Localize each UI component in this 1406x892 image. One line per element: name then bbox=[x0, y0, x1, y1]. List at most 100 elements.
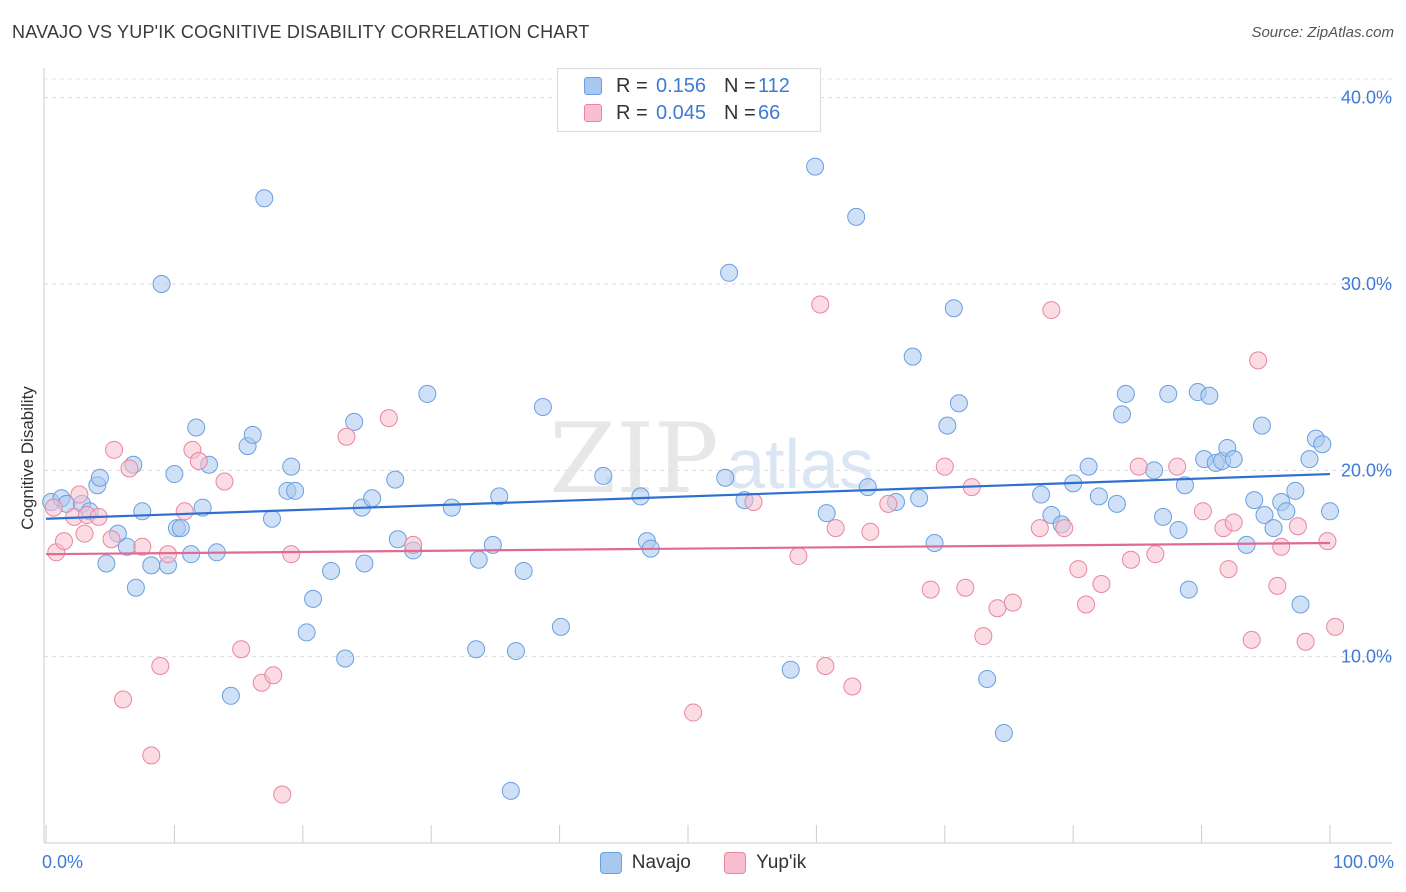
legend-label: Navajo bbox=[631, 852, 691, 873]
yupik-point bbox=[189, 452, 208, 470]
navajo-point bbox=[1175, 476, 1194, 495]
yupik-point bbox=[1224, 513, 1243, 532]
navajo-point bbox=[152, 274, 171, 293]
stats-row-yupik: R = 0.045 N = 66 bbox=[584, 100, 780, 126]
source-label: Source: ZipAtlas.com bbox=[1251, 24, 1394, 41]
yupik-point bbox=[988, 599, 1007, 618]
navajo-point bbox=[944, 299, 963, 318]
yupik-point bbox=[1249, 351, 1268, 370]
yupik-point bbox=[789, 547, 808, 566]
yupik-point bbox=[105, 440, 124, 459]
yupik-point bbox=[1042, 301, 1061, 320]
yupik-point bbox=[1272, 537, 1291, 556]
navajo-point bbox=[938, 416, 957, 435]
navajo-point bbox=[1154, 507, 1173, 526]
y-tick-label: 10.0% bbox=[1341, 647, 1392, 667]
navajo-point bbox=[858, 478, 877, 497]
navajo-point bbox=[594, 466, 613, 485]
navajo-point bbox=[1145, 461, 1164, 480]
navajo-point bbox=[255, 189, 274, 208]
navajo-point bbox=[501, 781, 520, 800]
navajo-point bbox=[1089, 487, 1108, 506]
yupik-point bbox=[935, 457, 954, 476]
axes bbox=[43, 68, 1392, 844]
navajo-point bbox=[1116, 384, 1135, 403]
yupik-point bbox=[1318, 532, 1337, 551]
legend-item-navajo[interactable]: Navajo bbox=[599, 852, 691, 874]
navajo-point bbox=[355, 554, 374, 573]
navajo-point bbox=[781, 660, 800, 679]
yupik-point bbox=[114, 690, 133, 709]
yupik-point bbox=[1003, 593, 1022, 612]
chart-title: NAVAJO VS YUP'IK COGNITIVE DISABILITY CO… bbox=[12, 22, 590, 42]
y-tick-label: 20.0% bbox=[1341, 460, 1392, 480]
navajo-point bbox=[165, 465, 184, 484]
navajo-point bbox=[994, 724, 1013, 743]
navajo-point bbox=[483, 535, 502, 554]
navajo-point bbox=[126, 578, 145, 597]
yupik-point bbox=[102, 530, 121, 549]
yupik-swatch bbox=[584, 104, 602, 122]
navajo-point bbox=[193, 498, 212, 517]
yupik-point bbox=[282, 545, 301, 564]
x-tick-label-min: 0.0% bbox=[42, 852, 84, 872]
navajo-point bbox=[418, 384, 437, 403]
yupik-point bbox=[1129, 457, 1148, 476]
navajo-point bbox=[1252, 416, 1271, 435]
yupik-point bbox=[1055, 519, 1074, 538]
yupik-point bbox=[684, 703, 703, 722]
navajo-point bbox=[142, 556, 161, 575]
navajo-point bbox=[345, 412, 364, 431]
yupik-point bbox=[744, 492, 763, 511]
navajo-point bbox=[322, 561, 341, 580]
yupik-point bbox=[921, 580, 940, 599]
r-value: 0.045 bbox=[656, 101, 707, 124]
navajo-point bbox=[97, 554, 116, 573]
yupik-point bbox=[1296, 632, 1315, 651]
navajo-point bbox=[1245, 491, 1264, 510]
yupik-point bbox=[956, 578, 975, 597]
y-axis-label: Cognitive Disability bbox=[18, 386, 37, 530]
navajo-point bbox=[1291, 595, 1310, 614]
legend-item-yupik[interactable]: Yup'ik bbox=[724, 852, 806, 874]
yupik-point bbox=[1219, 560, 1238, 579]
yupik-point bbox=[1077, 595, 1096, 614]
y-tick-labels: 10.0% 20.0% 30.0% 40.0% bbox=[1341, 88, 1392, 667]
x-tick-label-max: 100.0% bbox=[1332, 852, 1394, 872]
navajo-point bbox=[817, 504, 836, 523]
navajo-point bbox=[533, 397, 552, 416]
navajo-point bbox=[1264, 519, 1283, 538]
navajo-point bbox=[903, 347, 922, 366]
navajo-point bbox=[631, 487, 650, 506]
navajo-point bbox=[506, 642, 525, 661]
navajo-point bbox=[386, 470, 405, 489]
navajo-point bbox=[1300, 450, 1319, 469]
yupik-point bbox=[151, 656, 170, 675]
r-value: 0.156 bbox=[656, 74, 707, 97]
navajo-point bbox=[171, 519, 190, 538]
n-label: N = bbox=[724, 101, 756, 124]
navajo-point bbox=[469, 550, 488, 569]
yupik-point bbox=[1193, 502, 1212, 521]
navajo-point bbox=[551, 617, 570, 636]
yupik-point bbox=[70, 485, 89, 504]
trend-lines bbox=[45, 472, 1331, 556]
navajo-point bbox=[514, 561, 533, 580]
navajo-point bbox=[949, 394, 968, 413]
yupik-point bbox=[1288, 517, 1307, 536]
navajo-point bbox=[262, 509, 281, 528]
yupik-point bbox=[1242, 630, 1261, 649]
yupik-point bbox=[264, 666, 283, 685]
navajo-point bbox=[1169, 520, 1188, 539]
navajo-point bbox=[133, 502, 152, 521]
y-tick-label: 40.0% bbox=[1341, 88, 1392, 108]
navajo-point bbox=[490, 487, 509, 506]
navajo-point bbox=[442, 498, 461, 517]
yupik-point bbox=[75, 524, 94, 543]
r-label: R = bbox=[616, 101, 648, 124]
navajo-point bbox=[847, 207, 866, 226]
navajo-point bbox=[1079, 457, 1098, 476]
navajo-point bbox=[806, 157, 825, 176]
navajo-point bbox=[1277, 502, 1296, 521]
